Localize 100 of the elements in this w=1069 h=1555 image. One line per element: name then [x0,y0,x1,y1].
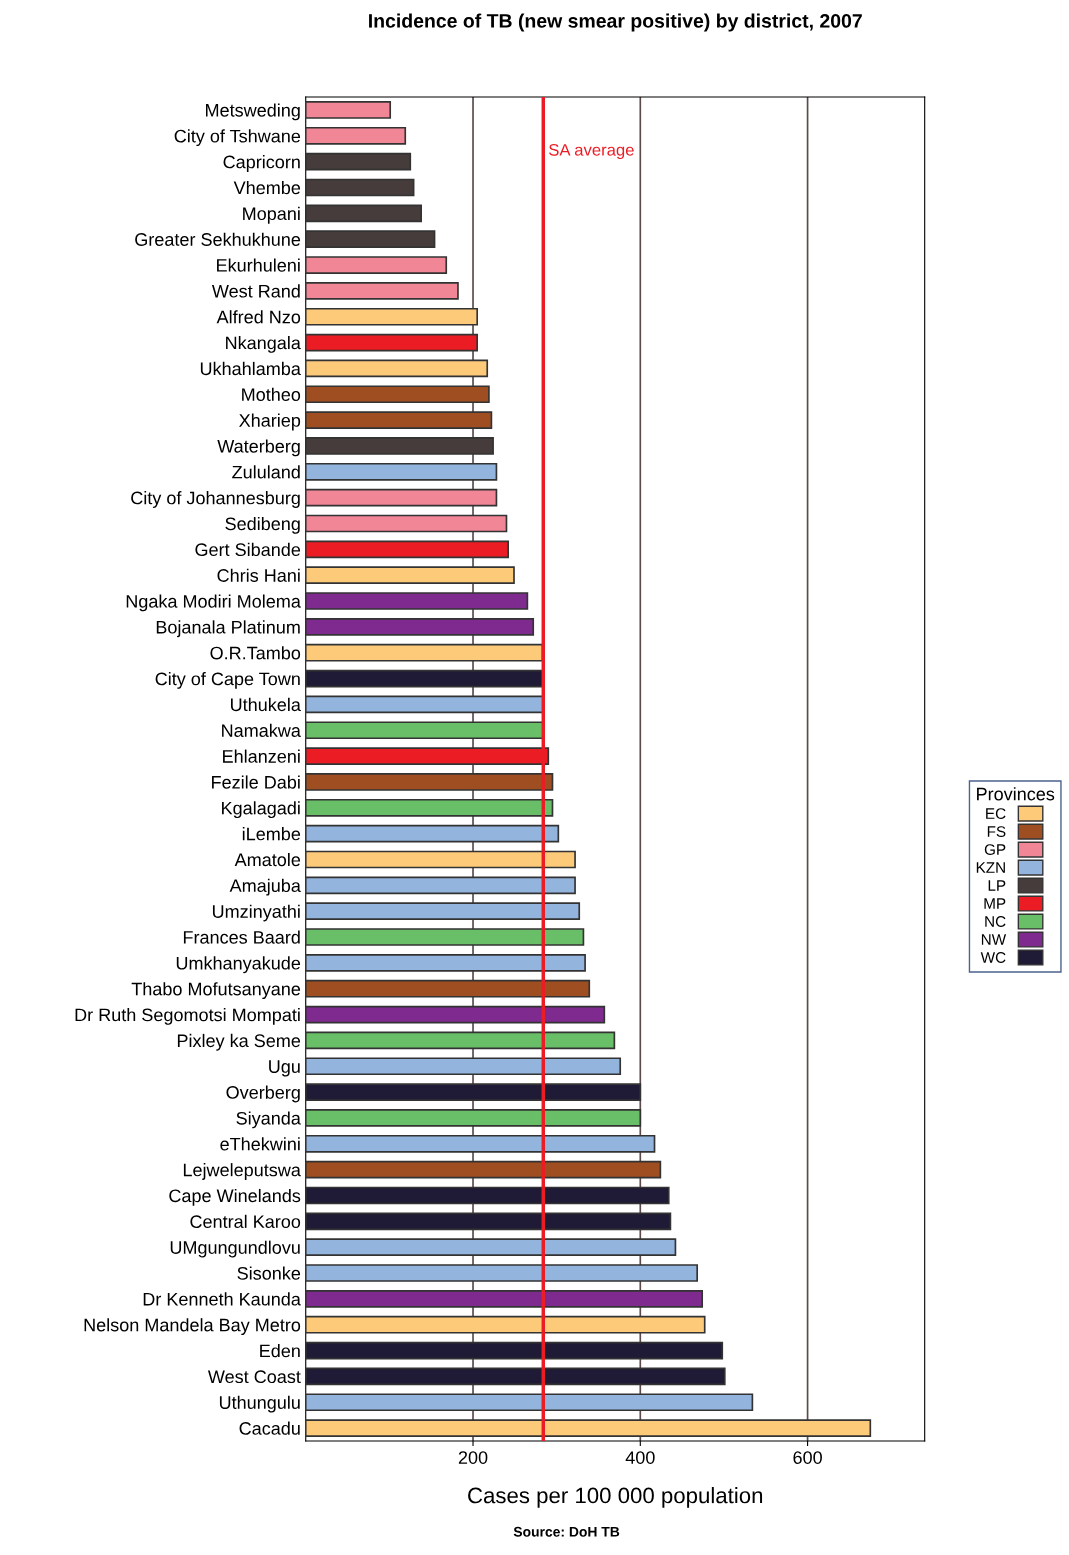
bar [305,1238,677,1257]
bar [305,178,415,197]
y-tick-label: Bojanala Platinum [156,620,300,638]
y-tick-label: Umkhanyakude [176,956,301,974]
y-tick-label: Uthukela [231,697,301,712]
y-tick-label: Ugu [269,1060,300,1077]
bar [305,902,581,921]
bar [305,928,585,946]
y-tick-label: Ngaka Modiri Molema [126,594,301,612]
bar [305,540,509,559]
bar [305,850,576,869]
bar [305,1031,616,1050]
bar [305,359,489,378]
bar [305,773,554,791]
source-note: Source: DoH TB [513,1526,620,1537]
y-tick-label: Dr Ruth Segomotsi Mompati [75,1008,300,1025]
y-tick-label: Gert Sibande [195,542,301,557]
bar [305,1315,706,1334]
y-tick-label: Sisonke [237,1266,301,1280]
bar [305,307,479,326]
y-tick-label: UMgungundlovu [170,1240,300,1258]
bar [305,669,545,688]
y-tick-label: City of Cape Town [155,672,300,689]
y-tick-label: Greater Sekhukhune [135,232,301,246]
bar [305,256,448,274]
bar [305,152,412,171]
y-tick-label: Umzinyathi [212,904,300,922]
bar [305,695,545,714]
bar [305,230,436,249]
bar [305,1083,642,1101]
y-tick-label: Amatole [234,852,301,867]
bar [305,333,479,352]
y-tick-label: Metsweding [206,103,300,121]
bar [305,1212,672,1231]
y-tick-label: Fezile Dabi [212,775,300,789]
y-tick-label: Frances Baard [183,930,300,944]
x-axis-title: Cases per 100 000 population [468,1487,763,1508]
y-tick-label: Cape Winelands [169,1188,301,1206]
bar [305,1264,699,1282]
y-tick-label: Overberg [226,1085,300,1103]
y-tick-label: Xhariep [239,413,301,431]
bar [305,488,498,507]
y-tick-label: Ehlanzeni [223,749,300,763]
x-tick-label: 600 [793,1451,822,1464]
y-tick-label: Dr Kenneth Kaunda [143,1292,301,1306]
ref-line-label: SA average [549,143,634,160]
y-tick-label: Alfred Nzo [216,310,301,324]
y-tick-label: Ukhahlamba [200,361,301,376]
bar [305,385,490,404]
bar [305,204,422,223]
y-tick-label: Sedibeng [225,516,300,534]
legend-label: MP [984,898,1006,909]
y-tick-label: City of Tshwane [174,129,301,147]
legend-label: FS [987,826,1006,837]
bar [305,514,508,533]
y-tick-label: West Rand [211,284,300,298]
bar [305,1005,606,1024]
y-tick-label: Lejweleputswa [183,1163,301,1180]
y-tick-label: Mopani [243,206,300,224]
bar [305,1419,872,1437]
bar [305,1393,754,1412]
bar [305,798,554,817]
y-tick-label: Amajuba [229,878,301,896]
bar [305,1341,724,1360]
bar [305,1160,662,1179]
bar [305,126,407,145]
legend-title: Provinces [977,787,1055,801]
bar [305,1367,726,1386]
y-tick-label: eThekwini [220,1137,300,1151]
bar [305,411,493,429]
bar [305,876,576,895]
bar [305,1134,656,1153]
y-tick-label: City of Johannesburg [131,491,300,508]
bar [305,282,459,300]
y-tick-label: Namakwa [222,723,301,737]
chart-title: Incidence of TB (new smear positive) by district, 2007 [369,13,862,32]
y-tick-label: Eden [260,1344,300,1358]
bar [305,101,392,119]
y-tick-label: Chris Hani [217,568,300,582]
bar [305,643,544,662]
bar [305,1109,642,1127]
y-tick-label: Siyanda [236,1111,301,1129]
bar [305,721,545,740]
y-tick-label: Central Karoo [190,1214,301,1229]
y-tick-label: Capricorn [223,155,300,172]
bar [305,437,494,455]
legend-label: NW [981,934,1007,945]
y-tick-label: Ekurhuleni [217,258,300,272]
bar [305,1290,704,1308]
y-tick-label: West Coast [207,1370,301,1384]
bar [305,462,498,481]
bar [305,1057,622,1076]
y-tick-label: Motheo [242,387,301,401]
y-tick-label: iLembe [242,827,301,841]
bar [305,979,591,998]
bar [305,592,529,610]
y-tick-label: Pixley ka Seme [177,1033,301,1051]
y-tick-label: Waterberg [217,439,300,457]
bar [305,954,586,972]
y-tick-label: Nkangala [226,336,301,353]
